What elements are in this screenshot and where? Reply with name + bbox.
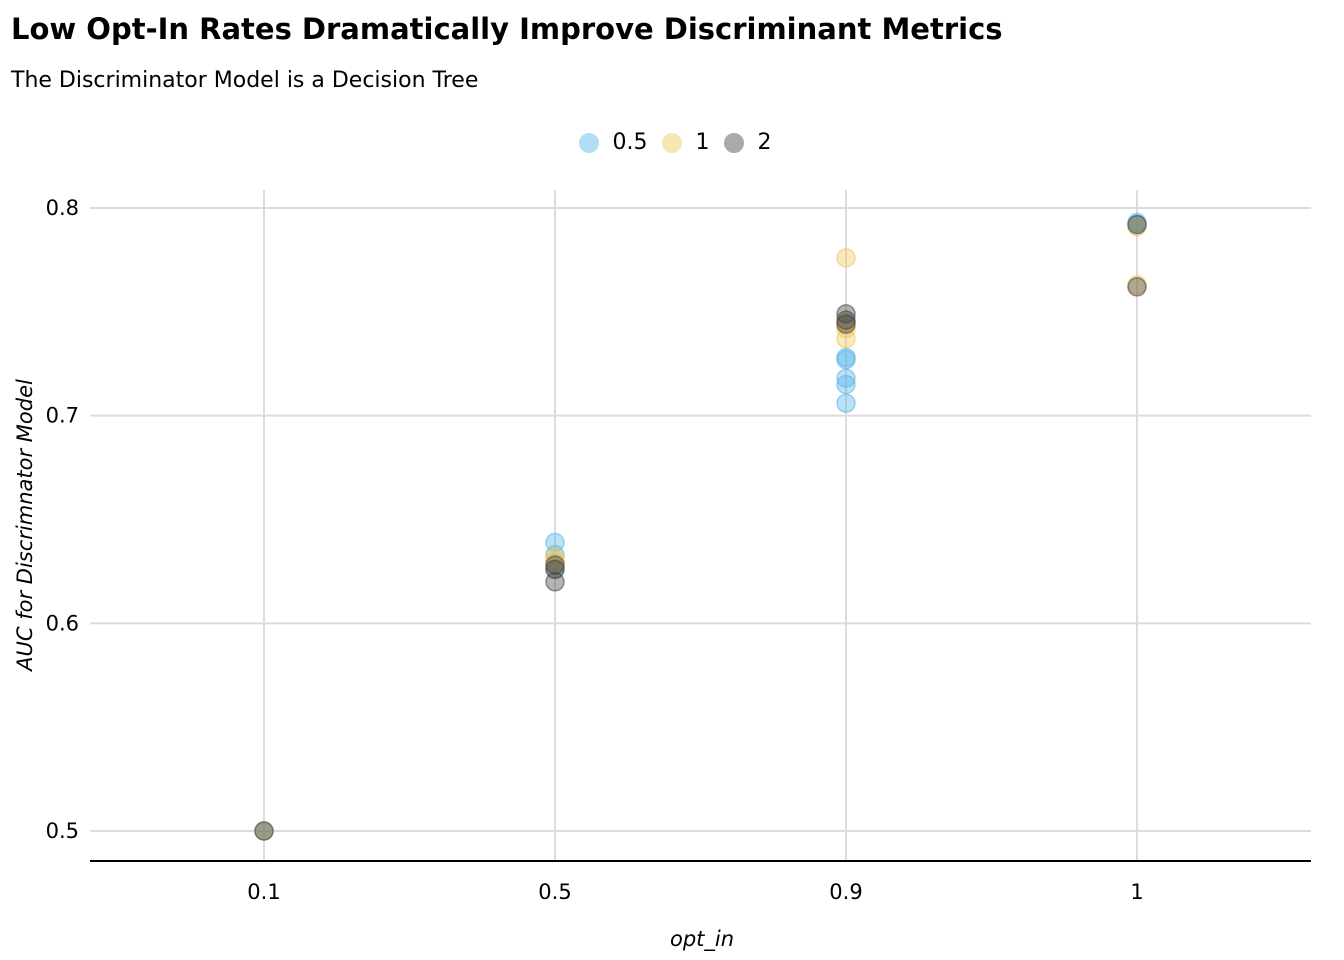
- x-tick-label: 0.5: [538, 880, 571, 904]
- x-axis-label: opt_in: [670, 927, 734, 952]
- x-gridlines: [263, 190, 1138, 861]
- data-point: [1127, 277, 1147, 297]
- data-points: [254, 212, 1147, 841]
- x-tick-labels: 0.1 0.5 0.9 1: [247, 880, 1143, 904]
- legend-label: 1: [695, 130, 710, 155]
- data-point: [836, 393, 856, 413]
- data-point: [254, 821, 274, 841]
- data-point: [836, 314, 856, 335]
- y-tick-labels: 0.5 0.6 0.7 0.8: [46, 196, 79, 843]
- legend-swatch: [723, 132, 744, 153]
- y-tick-label: 0.5: [46, 819, 79, 843]
- x-tick-label: 1: [1130, 880, 1143, 904]
- chart-subtitle: The Discriminator Model is a Decision Tr…: [11, 68, 479, 93]
- data-point: [836, 368, 856, 389]
- y-tick-label: 0.7: [46, 404, 79, 428]
- y-axis-label: AUC for Discrimnator Model: [13, 379, 37, 673]
- legend-label: 2: [757, 130, 772, 155]
- y-tick-label: 0.8: [46, 196, 79, 220]
- y-tick-label: 0.6: [46, 611, 79, 635]
- data-point: [836, 304, 856, 324]
- chart-title: Low Opt-In Rates Dramatically Improve Di…: [11, 12, 1003, 46]
- data-point: [836, 310, 856, 330]
- data-point: [836, 248, 856, 268]
- legend-item: 1: [661, 130, 710, 155]
- data-point: [836, 374, 856, 395]
- legend-label: 0.5: [612, 130, 648, 155]
- data-point: [545, 555, 565, 575]
- legend-swatch: [578, 132, 599, 153]
- data-point: [1127, 214, 1147, 235]
- legend-item: 0.5: [578, 130, 648, 155]
- legend: 0.5 1 2: [0, 130, 1344, 155]
- data-point: [836, 349, 856, 370]
- y-gridlines: [90, 207, 1311, 832]
- legend-swatch: [661, 132, 682, 153]
- x-tick-label: 0.1: [247, 880, 280, 904]
- x-tick-label: 0.9: [829, 880, 862, 904]
- legend-item: 2: [723, 130, 772, 155]
- data-point: [545, 572, 565, 592]
